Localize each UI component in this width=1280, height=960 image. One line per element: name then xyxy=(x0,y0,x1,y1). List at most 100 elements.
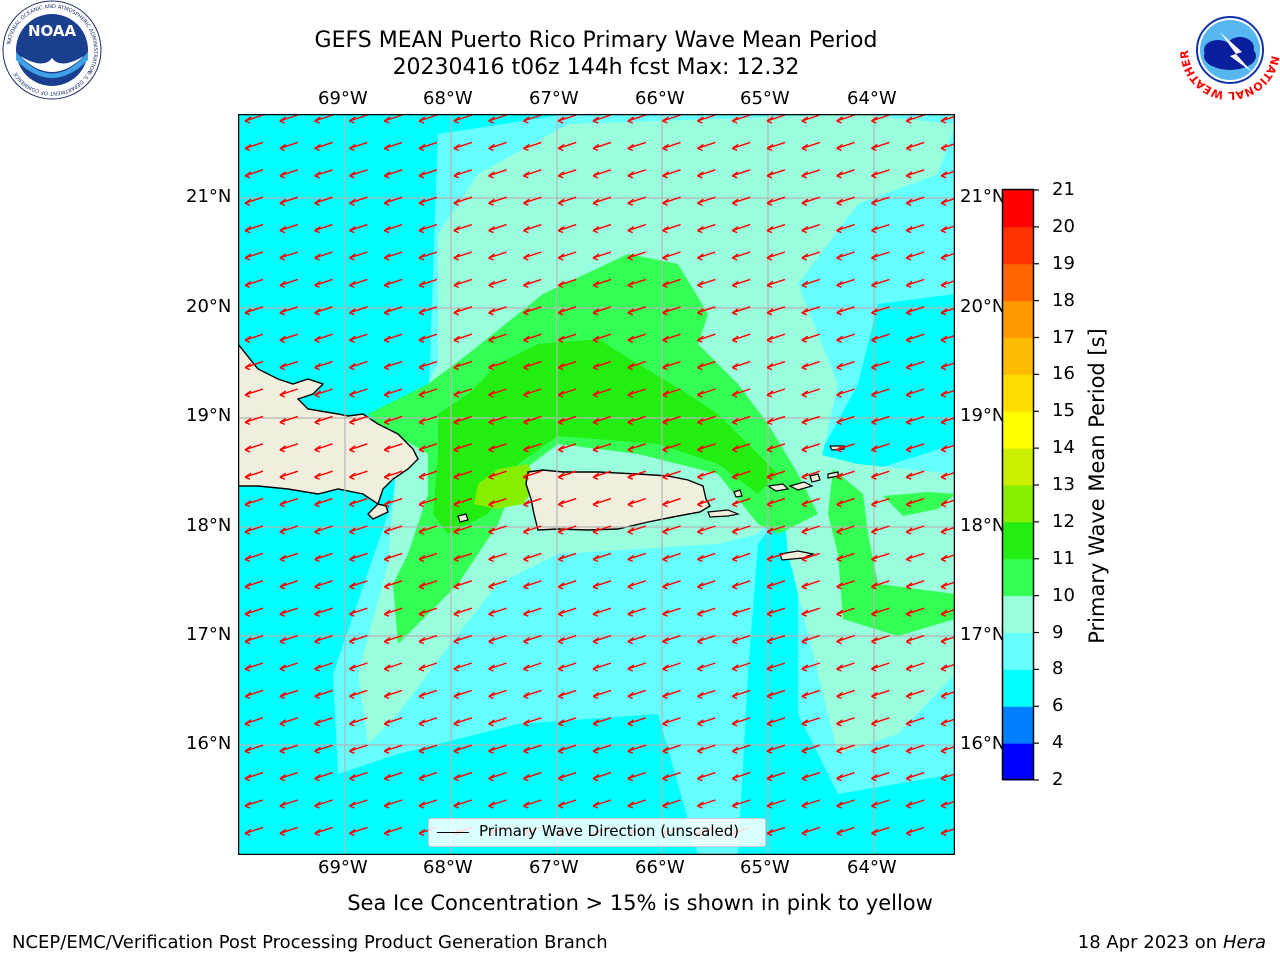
wave-arrow xyxy=(731,415,751,426)
wave-arrow xyxy=(836,306,855,316)
wave-arrow xyxy=(488,662,507,672)
wave-arrow xyxy=(453,278,473,289)
colorbar-tick-label: 15 xyxy=(1052,400,1075,422)
wave-arrow xyxy=(557,360,577,371)
wave-arrow xyxy=(940,307,955,316)
wave-arrow xyxy=(557,497,577,508)
wave-arrow xyxy=(557,552,577,563)
wave-arrow xyxy=(627,443,647,453)
wave-arrow xyxy=(801,799,821,809)
wave-arrow xyxy=(766,141,786,152)
wave-arrow xyxy=(801,278,821,289)
land-culebra xyxy=(733,489,743,498)
wave-arrow xyxy=(905,826,925,837)
wave-arrow xyxy=(592,799,612,809)
wave-arrow xyxy=(766,388,786,398)
wave-arrow xyxy=(244,552,264,563)
wave-arrow xyxy=(697,443,716,453)
wave-arrow xyxy=(592,470,612,480)
lon-label-bottom: 65°W xyxy=(740,857,790,878)
wave-arrow xyxy=(453,415,473,426)
wave-arrow xyxy=(523,169,542,179)
wave-arrow xyxy=(383,634,403,645)
wave-arrow xyxy=(592,306,612,316)
wave-arrow xyxy=(836,251,855,261)
wave-arrow xyxy=(731,333,751,343)
wave-arrow xyxy=(905,360,925,371)
wave-arrow xyxy=(801,525,821,535)
wave-arrow xyxy=(662,717,681,727)
wave-arrow xyxy=(557,662,577,672)
wave-arrow xyxy=(349,689,368,700)
wave-arrow xyxy=(871,415,890,426)
colorbar-tick-label: 13 xyxy=(1052,474,1075,495)
wave-arrow xyxy=(905,114,925,124)
wave-arrow xyxy=(488,580,507,590)
wave-arrow xyxy=(766,717,786,727)
wave-arrow xyxy=(592,223,612,234)
wave-arrow xyxy=(766,306,786,316)
wave-arrow xyxy=(488,552,507,563)
wave-arrow xyxy=(697,689,716,700)
wave-arrow xyxy=(871,278,890,289)
wave-arrow xyxy=(244,443,264,453)
wave-arrow xyxy=(940,197,955,206)
wave-arrow xyxy=(557,717,577,727)
wave-arrow xyxy=(349,552,368,563)
wave-arrow xyxy=(836,114,855,124)
wave-arrow xyxy=(871,525,890,535)
wave-arrow xyxy=(279,826,299,837)
wave-arrow xyxy=(905,443,925,453)
lat-label-left: 20°N xyxy=(186,296,232,317)
wave-arrow xyxy=(523,360,542,371)
wave-arrow xyxy=(557,306,577,316)
wave-arrow xyxy=(488,333,507,343)
wave-arrow xyxy=(314,333,333,343)
lon-label-bottom: 68°W xyxy=(423,857,473,878)
wave-arrow xyxy=(940,526,955,535)
wave-arrow xyxy=(418,141,438,152)
wave-arrow xyxy=(453,799,473,809)
wave-arrow xyxy=(697,662,716,672)
wave-arrow xyxy=(314,662,333,672)
wave-arrow xyxy=(940,170,955,179)
colorbar-segment xyxy=(1003,558,1033,597)
wave-arrow xyxy=(627,306,647,316)
wave-arrow xyxy=(836,607,855,617)
wave-arrow xyxy=(314,251,333,261)
wave-arrow xyxy=(731,799,751,809)
wave-arrow xyxy=(279,607,299,617)
wave-arrow xyxy=(592,114,612,124)
wave-arrow xyxy=(244,470,264,480)
wave-arrow xyxy=(383,196,403,206)
wave-arrow xyxy=(418,114,438,124)
wave-arrow xyxy=(488,141,507,152)
wave-arrow xyxy=(279,333,299,343)
wave-arrow xyxy=(349,278,368,289)
wave-arrow xyxy=(279,169,299,179)
wave-arrow xyxy=(905,196,925,206)
wave-arrow xyxy=(766,826,786,837)
wave-arrow xyxy=(383,607,403,617)
wave-arrow xyxy=(592,525,612,535)
wave-arrow xyxy=(766,169,786,179)
colorbar-tick-label: 2 xyxy=(1052,769,1064,790)
wave-arrow xyxy=(940,581,955,590)
wave-arrow xyxy=(244,415,264,426)
wave-arrow xyxy=(383,114,403,124)
wave-arrow xyxy=(349,607,368,617)
wave-arrow xyxy=(627,415,647,426)
wave-arrow xyxy=(488,251,507,261)
wave-arrow xyxy=(731,689,751,700)
wave-arrow xyxy=(627,634,647,645)
wave-arrow xyxy=(592,278,612,289)
wave-arrow xyxy=(349,141,368,152)
wave-arrow xyxy=(662,497,681,508)
wave-arrow xyxy=(557,278,577,289)
wave-arrow xyxy=(801,306,821,316)
lat-label-right: 18°N xyxy=(960,515,1006,536)
wave-arrow xyxy=(731,580,751,590)
wave-arrow xyxy=(801,333,821,343)
wave-arrow xyxy=(244,826,264,837)
wave-arrow xyxy=(314,169,333,179)
